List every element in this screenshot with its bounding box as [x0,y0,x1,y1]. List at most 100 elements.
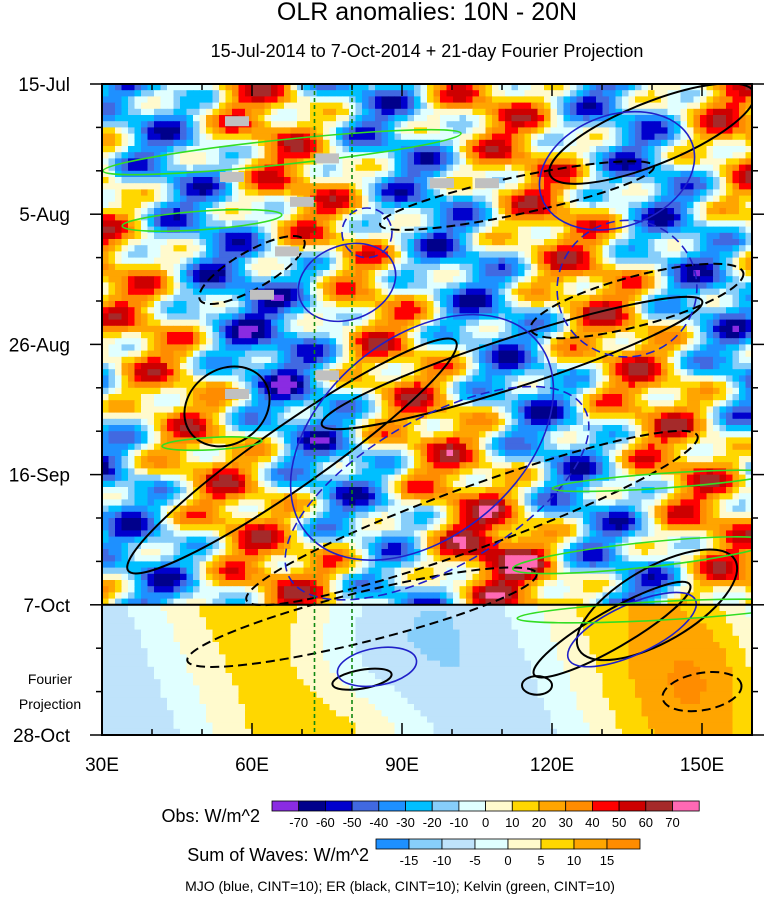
heatmap-cell [323,121,330,128]
heatmap-cell [732,146,740,153]
heatmap-cell [726,115,733,122]
heatmap-cell [576,369,584,376]
heatmap-cell [134,325,142,333]
heatmap-cell [375,164,382,172]
heatmap-cell [589,294,597,302]
heatmap-cell [323,276,330,283]
heatmap-cell [121,338,129,345]
heatmap-cell [719,108,727,116]
heatmap-cell [381,344,389,351]
heatmap-cell [557,338,564,345]
heatmap-cell [680,152,688,159]
heatmap-cell [323,183,330,190]
heatmap-cell [583,301,590,308]
heatmap-cell [505,319,512,327]
heatmap-cell [700,201,707,209]
heatmap-cell [115,195,122,203]
heatmap-cell [238,189,246,196]
heatmap-cell [622,282,629,289]
heatmap-cell [433,201,441,209]
heatmap-cell [544,164,551,172]
heatmap-cell [102,158,109,165]
heatmap-cell [492,84,499,91]
heatmap-cell [446,170,454,178]
heatmap-cell [739,170,746,178]
heatmap-cell [531,270,538,277]
heatmap-cell [160,90,168,97]
heatmap-cell [433,170,441,178]
heatmap-cell [544,133,551,141]
heatmap-cell [154,226,161,234]
heatmap-cell [264,90,272,97]
heatmap-cell [492,96,499,103]
heatmap-cell [121,276,129,283]
heatmap-cell [108,208,116,215]
heatmap-cell [563,102,571,110]
heatmap-cell [342,251,350,258]
heatmap-cell [498,375,506,382]
heatmap-cell [394,263,402,271]
heatmap-cell [635,363,642,370]
heatmap-cell [238,356,246,364]
heatmap-cell [219,158,226,165]
heatmap-cell [420,301,428,308]
heatmap-cell [550,369,558,376]
heatmap-cell [537,183,545,190]
heatmap-cell [245,276,252,283]
heatmap-cell [121,139,129,147]
heatmap-cell [219,115,226,122]
heatmap-cell [258,170,265,178]
heatmap-cell [297,133,304,141]
heatmap-cell [186,195,194,203]
heatmap-cell [401,270,408,277]
heatmap-cell [693,139,701,147]
heatmap-cell [550,307,558,314]
heatmap-cell [680,288,688,296]
heatmap-cell [693,325,701,333]
heatmap-cell [427,294,434,302]
heatmap-cell [414,375,421,382]
heatmap-cell [641,208,649,215]
heatmap-cell [576,319,584,327]
heatmap-cell [173,164,181,172]
heatmap-cell [667,282,675,289]
heatmap-cell [459,319,467,327]
heatmap-cell [115,375,122,382]
heatmap-cell [687,90,694,97]
heatmap-cell [134,307,142,314]
heatmap-cell [615,96,623,103]
heatmap-cell [661,363,668,370]
heatmap-cell [641,363,649,370]
heatmap-cell [505,263,512,271]
heatmap-cell [193,263,200,271]
heatmap-cell [570,146,577,153]
heatmap-cell [466,375,473,382]
heatmap-cell [401,356,408,364]
heatmap-cell [368,251,376,258]
heatmap-cell [505,381,512,389]
heatmap-cell [537,307,545,314]
heatmap-cell [726,102,733,110]
heatmap-cell [745,276,752,283]
heatmap-cell [186,288,194,296]
heatmap-cell [654,350,662,358]
heatmap-cell [362,195,369,203]
heatmap-cell [193,189,200,196]
heatmap-cell [381,257,389,265]
heatmap-cell [336,96,343,103]
heatmap-cell [654,245,662,252]
heatmap-cell [388,133,395,141]
heatmap-cell [472,170,480,178]
heatmap-cell [732,220,740,227]
heatmap-cell [628,257,636,265]
heatmap-cell [115,325,122,333]
heatmap-cell [336,214,343,221]
heatmap-cell [446,381,454,389]
heatmap-cell [407,195,415,203]
heatmap-cell [544,239,551,246]
heatmap-cell [401,387,408,395]
heatmap-cell [511,214,519,221]
heatmap-cell [245,375,252,382]
heatmap-cell [706,146,714,153]
heatmap-cell [661,381,668,389]
